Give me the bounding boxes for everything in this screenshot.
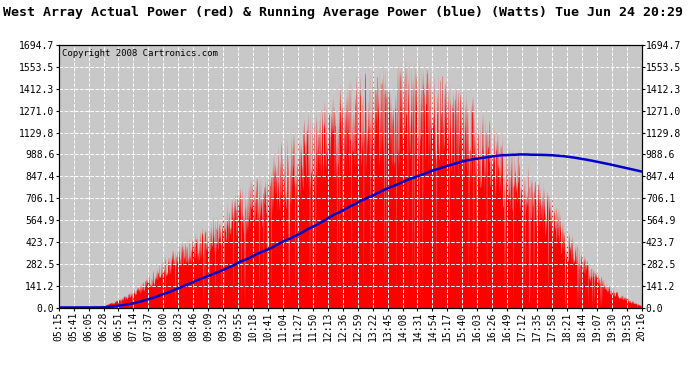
Text: Copyright 2008 Cartronics.com: Copyright 2008 Cartronics.com: [61, 49, 217, 58]
Text: West Array Actual Power (red) & Running Average Power (blue) (Watts) Tue Jun 24 : West Array Actual Power (red) & Running …: [3, 6, 684, 19]
